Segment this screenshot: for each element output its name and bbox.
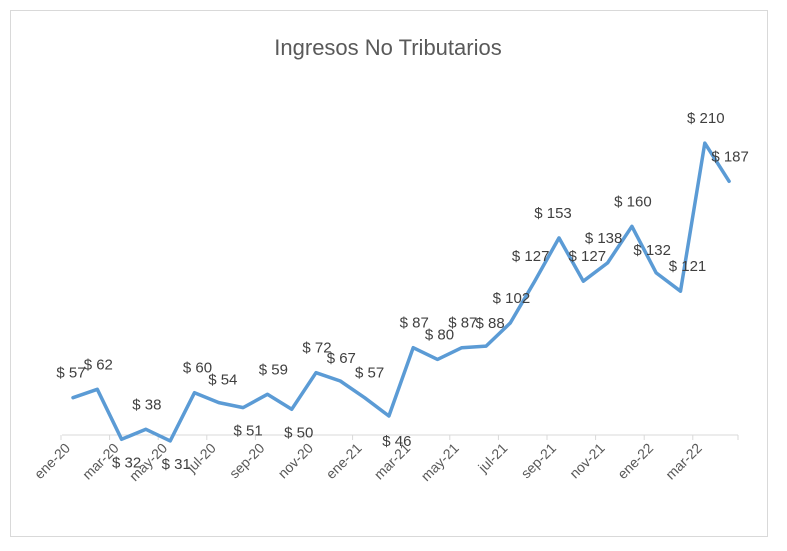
- chart-title: Ingresos No Tributarios: [274, 35, 501, 60]
- data-label: $ 59: [259, 361, 288, 378]
- data-label: $ 87: [448, 315, 477, 332]
- data-label: $ 132: [633, 242, 671, 259]
- chart-frame: [10, 10, 768, 537]
- data-label: $ 51: [233, 423, 262, 440]
- x-tick-label: sep-21: [518, 440, 560, 482]
- data-label: $ 50: [284, 424, 313, 441]
- data-label: $ 62: [84, 356, 113, 373]
- x-tick-label: sep-20: [226, 440, 268, 482]
- data-label: $ 88: [475, 315, 504, 332]
- data-label: $ 38: [132, 396, 161, 413]
- data-label: $ 60: [183, 360, 212, 377]
- data-label: $ 57: [56, 365, 85, 382]
- data-label: $ 80: [425, 326, 454, 343]
- x-tick-label: ene-22: [614, 440, 656, 482]
- series-line: [71, 141, 731, 443]
- data-label: $ 57: [355, 365, 384, 382]
- x-tick-label: jul-21: [474, 440, 510, 476]
- x-tick-label: nov-20: [275, 440, 317, 482]
- data-label: $ 127: [512, 248, 550, 265]
- x-tick-label: nov-21: [566, 440, 608, 482]
- data-label: $ 87: [400, 315, 429, 332]
- data-label: $ 138: [585, 230, 623, 247]
- data-label: $ 67: [327, 350, 356, 367]
- data-label: $ 46: [382, 433, 411, 450]
- x-tick-label: ene-21: [323, 440, 365, 482]
- data-label: $ 127: [569, 248, 607, 265]
- data-label: $ 102: [493, 290, 531, 307]
- series-line-group: [71, 141, 731, 443]
- x-tick-label: ene-20: [31, 440, 73, 482]
- data-labels: $ 57$ 62$ 32$ 38$ 31$ 60$ 54$ 51$ 59$ 50…: [56, 110, 748, 473]
- data-label: $ 54: [208, 372, 237, 389]
- data-label: $ 153: [534, 205, 572, 222]
- x-tick-label: may-21: [418, 440, 462, 484]
- data-label: $ 32: [112, 454, 141, 471]
- data-label: $ 31: [162, 456, 191, 473]
- data-label: $ 121: [669, 258, 707, 275]
- data-label: $ 72: [302, 340, 331, 357]
- data-label: $ 187: [711, 148, 749, 165]
- data-label: $ 210: [687, 110, 725, 127]
- data-label: $ 160: [614, 193, 652, 210]
- x-tick-label: mar-22: [662, 440, 705, 483]
